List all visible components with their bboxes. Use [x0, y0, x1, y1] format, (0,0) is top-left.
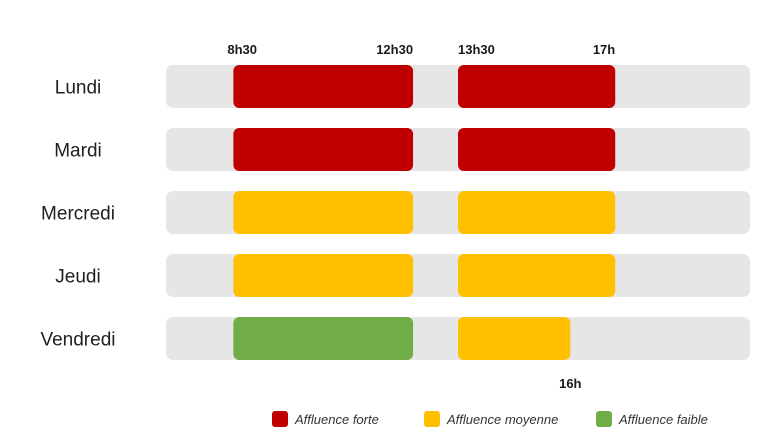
- bar-vendredi-2: [458, 317, 571, 360]
- legend-swatch-forte: [272, 411, 288, 427]
- time-label-16h: 16h: [559, 376, 581, 391]
- time-label-13h30: 13h30: [458, 42, 495, 57]
- bar-jeudi-2: [458, 254, 616, 297]
- day-label-lundi: Lundi: [55, 78, 102, 99]
- day-label-jeudi: Jeudi: [55, 267, 100, 288]
- day-label-mardi: Mardi: [54, 141, 102, 162]
- day-label-vendredi: Vendredi: [40, 330, 115, 351]
- legend-label-moyenne: Affluence moyenne: [446, 412, 558, 427]
- bar-lundi-1: [233, 65, 414, 108]
- legend-label-forte: Affluence forte: [294, 412, 379, 427]
- bars-layer: [233, 65, 616, 360]
- time-label-17h: 17h: [593, 42, 615, 57]
- time-label-8h30: 8h30: [227, 42, 257, 57]
- day-labels-layer: Lundi Mardi Mercredi Jeudi Vendredi: [40, 78, 115, 351]
- bar-mercredi-2: [458, 191, 616, 234]
- legend-swatch-moyenne: [424, 411, 440, 427]
- bar-vendredi-1: [233, 317, 414, 360]
- legend: Affluence forte Affluence moyenne Affluenc…: [272, 411, 708, 427]
- day-label-mercredi: Mercredi: [41, 204, 115, 225]
- time-label-12h30: 12h30: [376, 42, 413, 57]
- bar-mercredi-1: [233, 191, 414, 234]
- time-labels-layer: 8h30 12h30 13h30 17h 16h: [227, 42, 615, 391]
- legend-swatch-faible: [596, 411, 612, 427]
- bar-mardi-2: [458, 128, 616, 171]
- bar-mardi-1: [233, 128, 414, 171]
- legend-label-faible: Affluence faible: [618, 412, 708, 427]
- bar-lundi-2: [458, 65, 616, 108]
- bar-jeudi-1: [233, 254, 414, 297]
